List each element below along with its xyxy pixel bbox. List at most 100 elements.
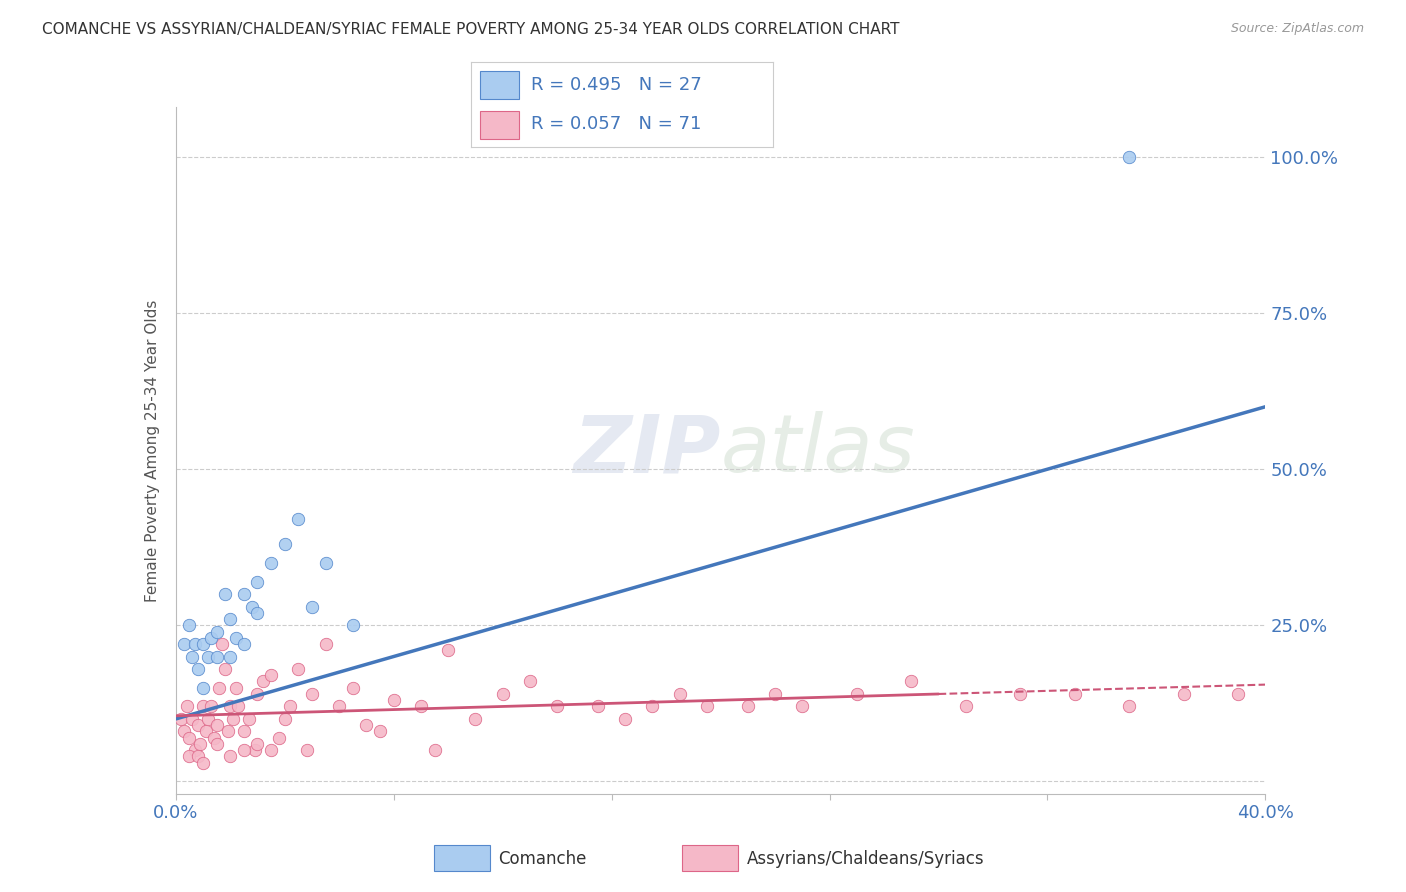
Point — [278, 699, 301, 714]
Point — [205, 624, 228, 639]
Y-axis label: Female Poverty Among 25-34 Year Olds: Female Poverty Among 25-34 Year Olds — [145, 300, 160, 601]
Point — [240, 599, 263, 614]
Point — [423, 743, 446, 757]
Point — [696, 699, 718, 714]
Point — [492, 687, 515, 701]
Point — [219, 612, 242, 626]
Point — [546, 699, 568, 714]
Text: COMANCHE VS ASSYRIAN/CHALDEAN/SYRIAC FEMALE POVERTY AMONG 25-34 YEAR OLDS CORREL: COMANCHE VS ASSYRIAN/CHALDEAN/SYRIAC FEM… — [42, 22, 900, 37]
Bar — [479, 71, 519, 99]
Point — [191, 699, 214, 714]
Point — [586, 699, 609, 714]
Text: ZIP: ZIP — [574, 411, 721, 490]
Point — [1118, 150, 1140, 164]
Point — [170, 712, 193, 726]
Point — [356, 718, 378, 732]
Point — [519, 674, 541, 689]
Point — [238, 712, 260, 726]
Point — [219, 699, 242, 714]
Point — [1010, 687, 1032, 701]
Point — [368, 724, 391, 739]
Bar — [479, 111, 519, 139]
Point — [181, 712, 204, 726]
Point — [214, 587, 236, 601]
Text: atlas: atlas — [721, 411, 915, 490]
Point — [246, 574, 269, 589]
Point — [188, 737, 211, 751]
Point — [225, 631, 247, 645]
Point — [1227, 687, 1250, 701]
Point — [737, 699, 759, 714]
Point — [900, 674, 922, 689]
Point — [179, 618, 201, 632]
Point — [845, 687, 868, 701]
Point — [186, 718, 209, 732]
Point — [437, 643, 460, 657]
Point — [225, 681, 247, 695]
Point — [186, 749, 209, 764]
Point — [232, 724, 254, 739]
Point — [200, 631, 222, 645]
Point — [342, 681, 364, 695]
Bar — [433, 846, 489, 871]
Point — [191, 756, 214, 770]
Point — [191, 681, 214, 695]
Point — [269, 731, 291, 745]
Point — [668, 687, 690, 701]
Point — [1173, 687, 1195, 701]
Point — [1063, 687, 1085, 701]
Point — [200, 699, 222, 714]
Point — [260, 743, 283, 757]
Text: R = 0.495   N = 27: R = 0.495 N = 27 — [531, 77, 702, 95]
Point — [274, 712, 297, 726]
Point — [382, 693, 405, 707]
Point — [176, 699, 198, 714]
Point — [315, 556, 337, 570]
Point — [197, 712, 219, 726]
Point — [202, 731, 225, 745]
Point — [232, 743, 254, 757]
Point — [194, 724, 217, 739]
Point — [181, 649, 204, 664]
Point — [328, 699, 350, 714]
Point — [301, 599, 323, 614]
Point — [1118, 699, 1140, 714]
Point — [186, 662, 209, 676]
Point — [301, 687, 323, 701]
Point — [232, 587, 254, 601]
Point — [464, 712, 486, 726]
Text: R = 0.057   N = 71: R = 0.057 N = 71 — [531, 115, 702, 133]
Point — [409, 699, 432, 714]
Point — [173, 637, 195, 651]
Point — [222, 712, 245, 726]
Point — [792, 699, 814, 714]
Point — [274, 537, 297, 551]
Text: Source: ZipAtlas.com: Source: ZipAtlas.com — [1230, 22, 1364, 36]
Point — [173, 724, 195, 739]
Text: Comanche: Comanche — [499, 849, 586, 868]
Point — [184, 637, 207, 651]
Point — [246, 737, 269, 751]
Point — [205, 649, 228, 664]
Point — [184, 743, 207, 757]
Point — [191, 637, 214, 651]
Point — [763, 687, 786, 701]
Point — [179, 749, 201, 764]
Point — [287, 512, 309, 526]
Point — [342, 618, 364, 632]
Point — [205, 718, 228, 732]
Point — [243, 743, 266, 757]
Point — [211, 637, 233, 651]
Bar — [682, 846, 738, 871]
Point — [614, 712, 637, 726]
Point — [252, 674, 274, 689]
Point — [205, 737, 228, 751]
Text: Assyrians/Chaldeans/Syriacs: Assyrians/Chaldeans/Syriacs — [747, 849, 984, 868]
Point — [260, 668, 283, 682]
Point — [287, 662, 309, 676]
Point — [641, 699, 664, 714]
Point — [214, 662, 236, 676]
Point — [295, 743, 318, 757]
Point — [228, 699, 250, 714]
Point — [179, 731, 201, 745]
